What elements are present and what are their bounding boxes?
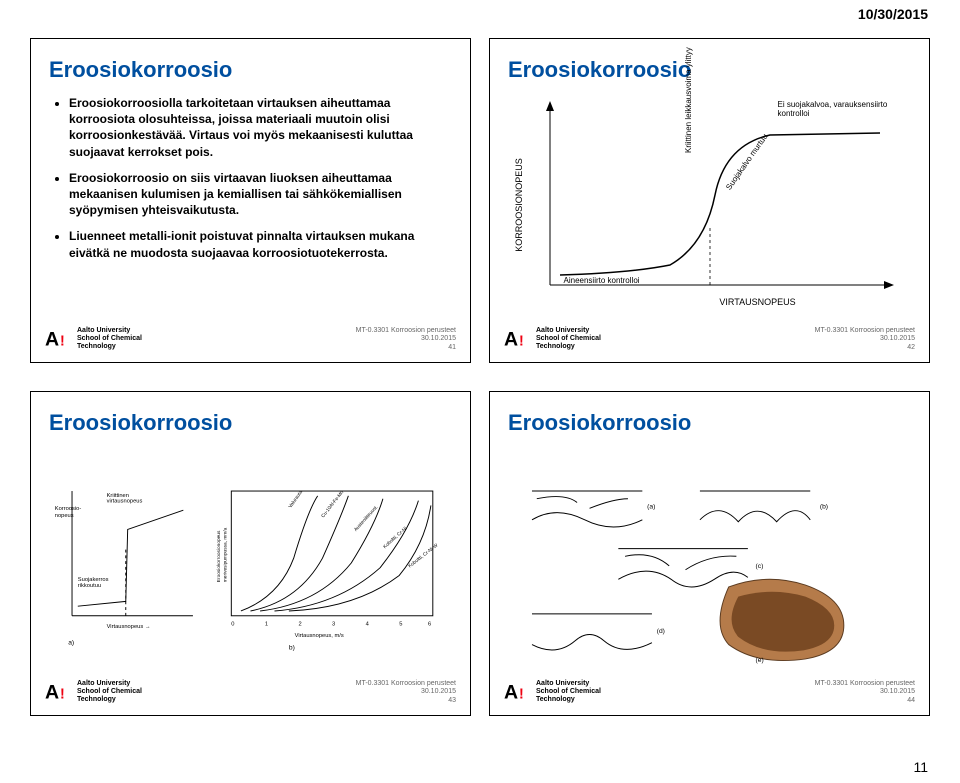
figure-svg: (a) (b) (c) [508,448,911,678]
aalto-a-icon: A ! [45,679,71,705]
slide-meta: MT-0.3301 Korroosion perusteet 30.10.201… [815,327,915,352]
aalto-logo: A ! Aalto University School of Chemical … [45,326,142,352]
aalto-a-icon: A ! [504,326,530,352]
aalto-logo: A ! Aalto University School of Chemical … [45,679,142,705]
svg-text:Eroosiokorroosionopeus: Eroosiokorroosionopeus [216,530,222,582]
svg-text:Korroosio-: Korroosio- [55,506,82,512]
x-axis-label: VIRTAUSNOPEUS [719,297,795,307]
svg-text:3: 3 [332,621,335,627]
bullet-list: Eroosiokorroosiolla tarkoitetaan virtauk… [53,95,452,261]
erosion-morphology-figure: (a) (b) (c) [508,448,911,678]
logo-text: Aalto University School of Chemical Tech… [536,680,601,703]
svg-text:Koboltti, Cr-Ni-W: Koboltti, Cr-Ni-W [407,542,439,569]
annotation-no-film: Ei suojakalvoa, varauksensiirto kontroll… [778,101,910,119]
svg-text:Valurauta: Valurauta [288,489,305,509]
svg-text:!: ! [519,334,524,350]
figure-svg: Korroosio- nopeus Kriittinen virtausnope… [49,448,452,678]
bullet-item: Eroosiokorroosio on siis virtaavan liuok… [69,170,452,219]
annotation-shear: Kriittinen leikkausvoima ylittyy [685,47,694,153]
slide-title: Eroosiokorroosio [508,57,911,83]
y-axis-label: KORROOSIONOPEUS [513,158,523,252]
svg-text:nopeus: nopeus [55,513,74,519]
aalto-logo: A ! Aalto University School of Chemical … [504,679,601,705]
svg-text:(b): (b) [820,503,828,510]
svg-text:A: A [504,329,518,351]
svg-text:5: 5 [399,621,402,627]
svg-text:!: ! [519,687,524,703]
svg-text:rikkoutuu: rikkoutuu [78,583,101,589]
svg-text:Virtausnopeus, m/s: Virtausnopeus, m/s [295,633,344,639]
aalto-logo: A ! Aalto University School of Chemical … [504,326,601,352]
svg-text:(a): (a) [647,503,655,510]
svg-text:a): a) [68,640,74,647]
svg-text:A: A [45,329,59,351]
annotation-mass-transfer: Aineensiirto kontrolloi [564,277,640,286]
slide-43: Eroosiokorroosio Korroosio- nopeus Kriit… [30,391,471,716]
slide-44: Eroosiokorroosio (a) [489,391,930,716]
svg-text:!: ! [60,687,65,703]
svg-text:4: 4 [366,621,370,627]
svg-text:virtausnopeus: virtausnopeus [107,499,143,505]
print-date: 10/30/2015 [858,6,928,22]
slide-title: Eroosiokorroosio [49,57,452,83]
slide-title: Eroosiokorroosio [508,410,911,436]
page-number: 11 [913,759,928,775]
flow-vs-corrosion-chart: KORROOSIONOPEUS VIRTAUSNOPEUS Aineensiir… [510,95,910,315]
logo-text: Aalto University School of Chemical Tech… [536,327,601,350]
slide-row-2: Eroosiokorroosio Korroosio- nopeus Kriit… [30,391,930,716]
svg-text:b): b) [289,644,295,651]
dual-chart-figure: Korroosio- nopeus Kriittinen virtausnope… [49,448,452,678]
slide-meta: MT-0.3301 Korroosion perusteet 30.10.201… [815,680,915,705]
svg-text:1: 1 [265,621,268,627]
bullet-item: Liuenneet metalli-ionit poistuvat pinnal… [69,228,452,260]
svg-text:A: A [45,682,59,704]
slide-42: Eroosiokorroosio KORROOSIONOPEUS VIRTAUS… [489,38,930,363]
svg-text:A: A [504,682,518,704]
svg-text:!: ! [60,334,65,350]
bullet-item: Eroosiokorroosiolla tarkoitetaan virtauk… [69,95,452,160]
slide-meta: MT-0.3301 Korroosion perusteet 30.10.201… [356,327,456,352]
svg-text:Virtausnopeus →: Virtausnopeus → [107,624,151,630]
svg-text:0: 0 [231,621,234,627]
slide-row-1: Eroosiokorroosio Eroosiokorroosiolla tar… [30,38,930,363]
logo-text: Aalto University School of Chemical Tech… [77,680,142,703]
svg-text:6: 6 [428,621,431,627]
svg-text:(c): (c) [756,563,764,570]
slide-41: Eroosiokorroosio Eroosiokorroosiolla tar… [30,38,471,363]
svg-text:merivesipumpussa, mm/a: merivesipumpussa, mm/a [223,527,229,582]
logo-text: Aalto University School of Chemical Tech… [77,327,142,350]
slide-title: Eroosiokorroosio [49,410,452,436]
svg-text:2: 2 [298,621,301,627]
aalto-a-icon: A ! [504,679,530,705]
handout-page: 10/30/2015 Eroosiokorroosio Eroosiokorro… [0,0,960,783]
svg-text:(e): (e) [756,657,764,664]
slide-meta: MT-0.3301 Korroosion perusteet 30.10.201… [356,680,456,705]
svg-text:(d): (d) [657,628,665,635]
aalto-a-icon: A ! [45,326,71,352]
